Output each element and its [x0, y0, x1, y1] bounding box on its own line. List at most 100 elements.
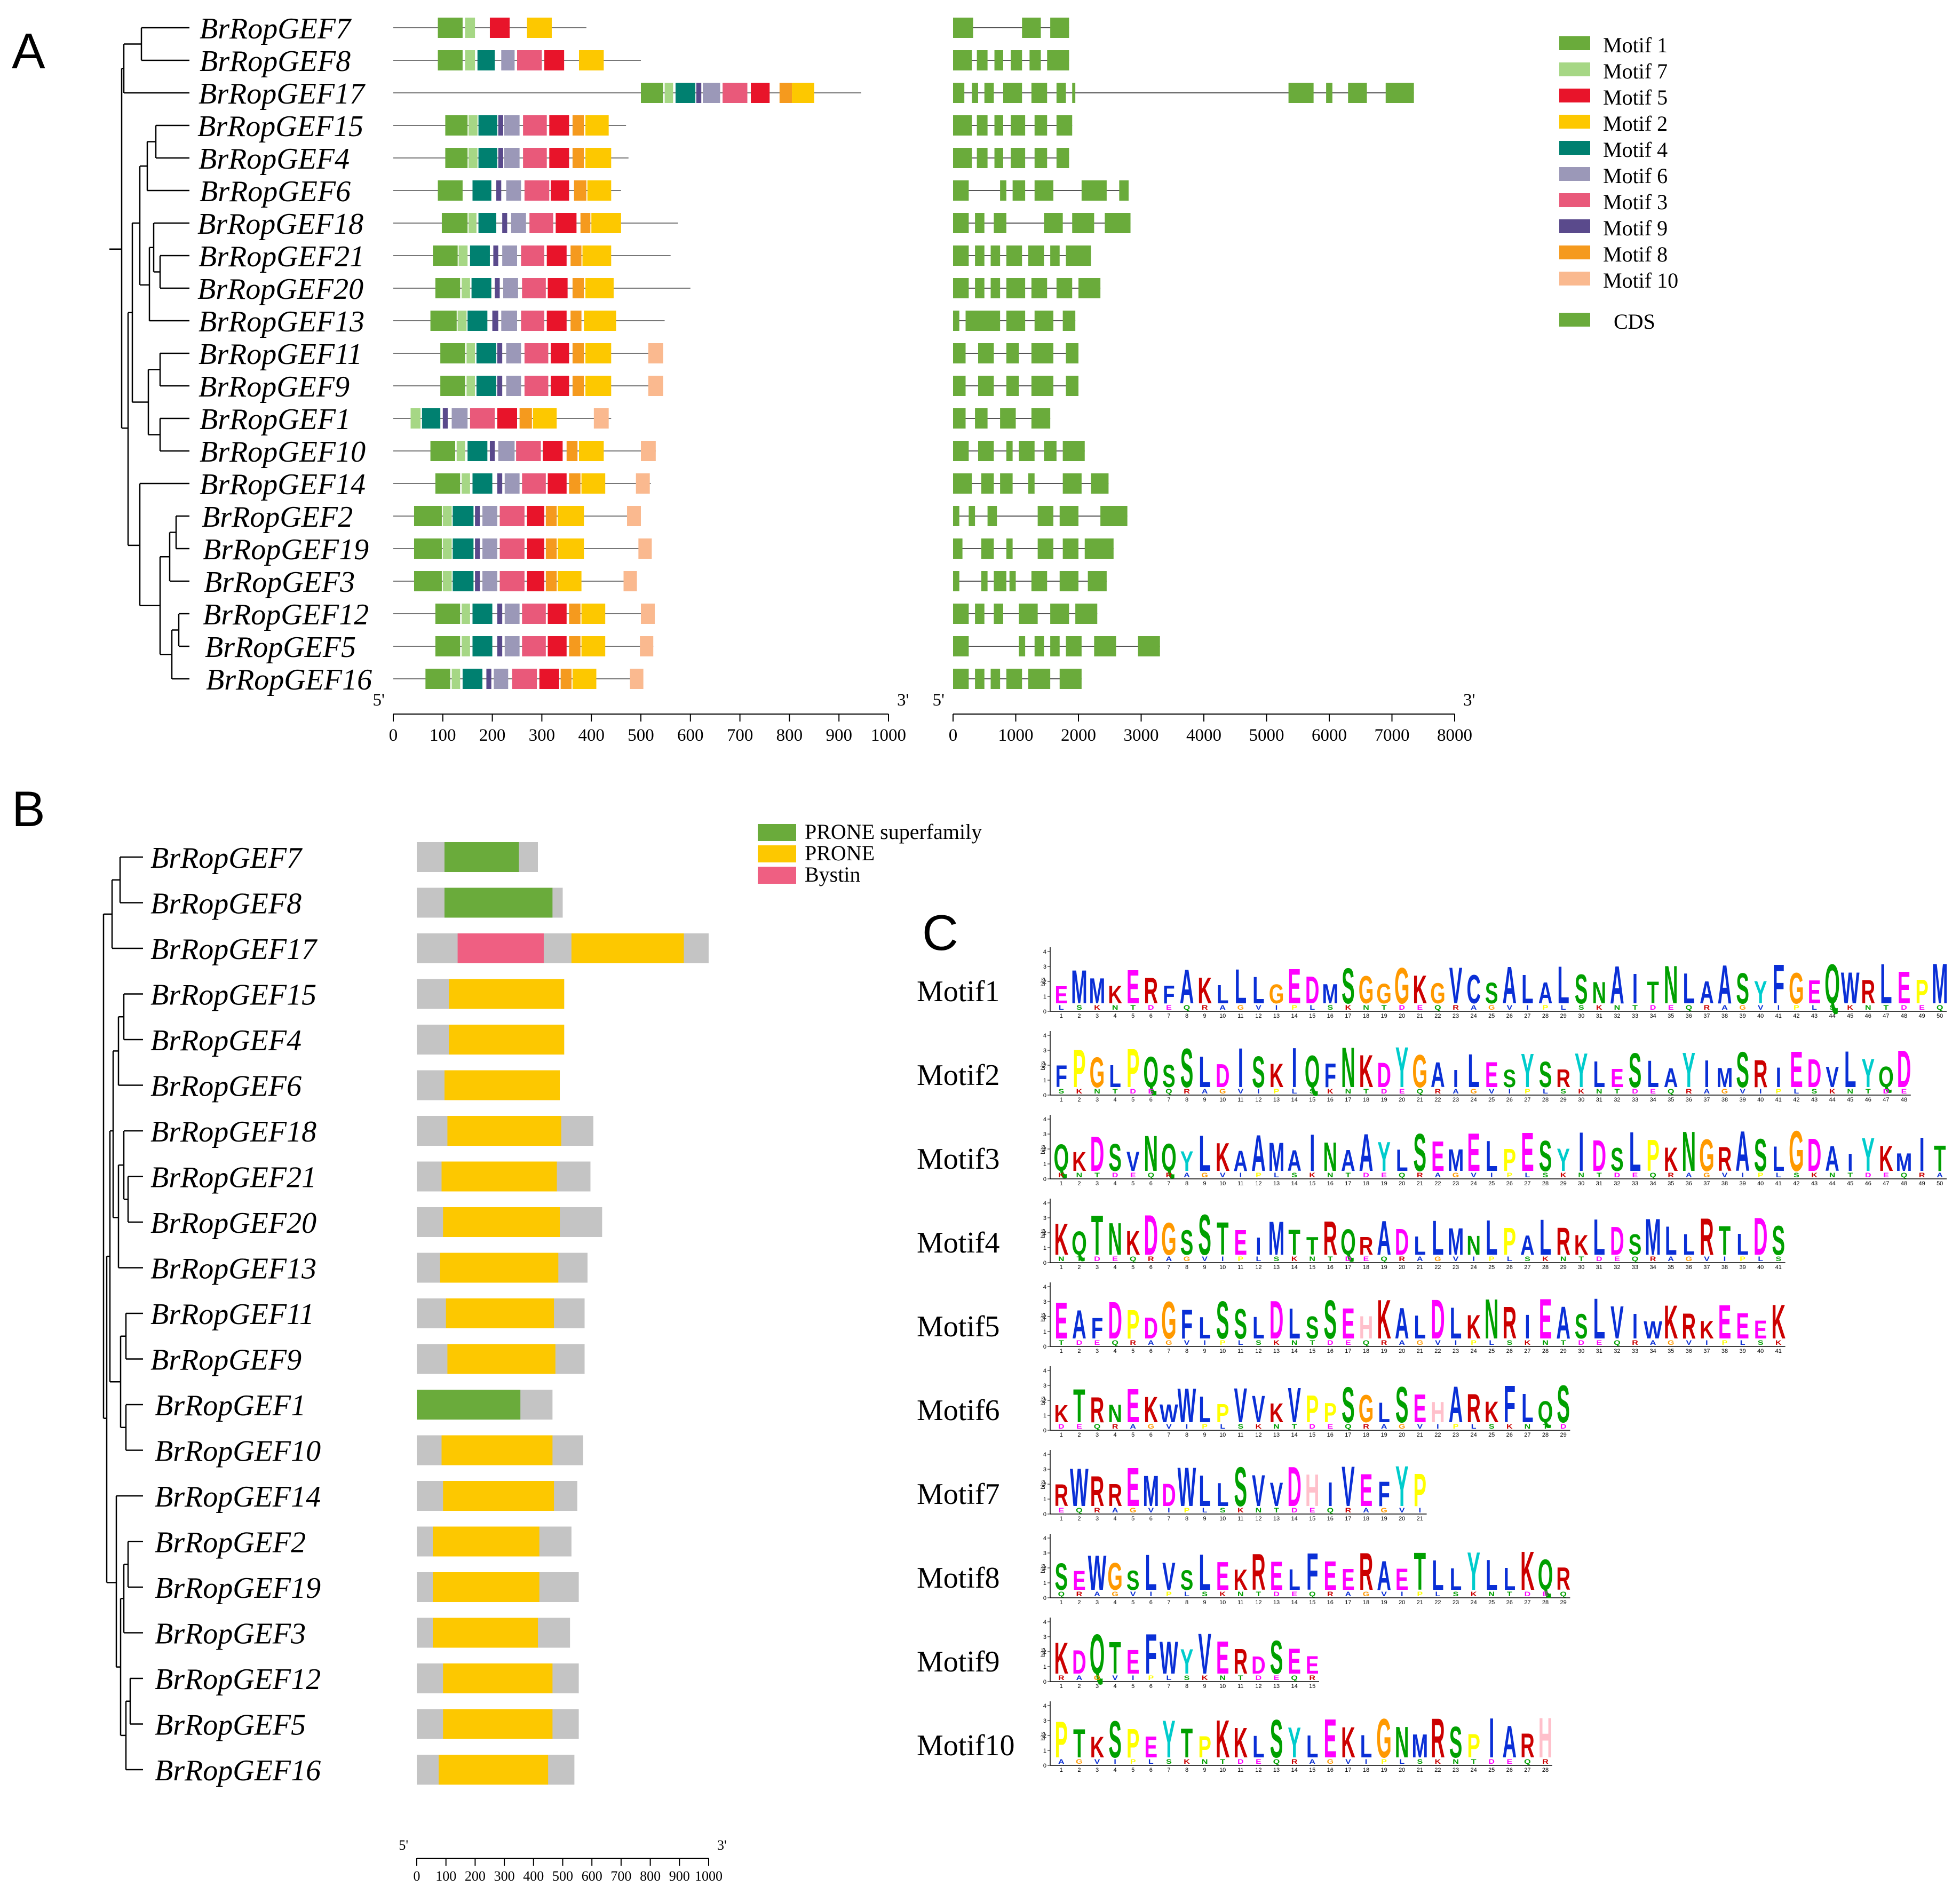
logo-residue: L — [1736, 1228, 1748, 1262]
logo-residue-minor: I — [1455, 1339, 1457, 1346]
motif-box — [524, 343, 549, 363]
logo-position: 1 — [1060, 1013, 1063, 1019]
logo-residue: S — [1108, 1137, 1122, 1180]
logo-residue: Y — [1180, 1145, 1194, 1177]
logo-position: 12 — [1255, 1683, 1261, 1690]
logo-residue-minor: D — [1112, 1171, 1118, 1179]
logo-residue-minor: R — [1668, 1171, 1674, 1179]
cds-box — [1037, 506, 1053, 526]
logo-position: 44 — [1829, 1180, 1835, 1187]
logo-residue: N — [1682, 1120, 1696, 1183]
logo-residue-minor: D — [1237, 1758, 1244, 1765]
logo-residue: E — [1736, 1305, 1749, 1346]
logo-position: 23 — [1453, 1767, 1459, 1773]
logo-residue-minor: N — [1256, 1507, 1262, 1514]
logo-position: 26 — [1506, 1348, 1513, 1354]
domain-track-brropgef9 — [417, 1344, 585, 1374]
cds-box — [1034, 180, 1053, 201]
logo-position: 2 — [1077, 1767, 1081, 1773]
logo-residue: M — [1411, 1727, 1428, 1764]
legend-swatch — [1559, 167, 1590, 181]
logo-residue-minor: E — [1650, 1088, 1656, 1095]
logo-y-tick-label: 4 — [1043, 1116, 1046, 1123]
gene-structure-brropgef1 — [953, 408, 1051, 429]
logo-residue: A — [1072, 1302, 1086, 1347]
logo-residue-minor: S — [1166, 1758, 1172, 1765]
logo-residue: S — [1575, 966, 1588, 1012]
logo-position: 7 — [1167, 1767, 1170, 1773]
logo-residue: P — [1216, 1399, 1229, 1428]
logo-residue-minor: T — [1382, 1004, 1387, 1011]
logo-residue: Y — [1683, 1042, 1696, 1098]
logo-residue-minor: T — [1238, 1674, 1243, 1682]
gene-label-b-brropgef11: BrRopGEF11 — [150, 1298, 314, 1331]
logo-residue-minor: E — [1543, 1590, 1549, 1598]
motif-box — [623, 571, 637, 591]
logo-position: 13 — [1273, 1013, 1280, 1019]
logo-residue: D — [1216, 1057, 1230, 1094]
logo-residue-minor: P — [1740, 1255, 1745, 1263]
logo-position: 33 — [1632, 1348, 1638, 1354]
logo-position: 17 — [1345, 1599, 1351, 1606]
logo-y-tick-label: 1 — [1043, 1413, 1046, 1419]
logo-residue-minor: Q — [1184, 1004, 1190, 1011]
logo-position: 28 — [1542, 1264, 1549, 1271]
cds-box — [1066, 636, 1082, 656]
motif-box — [521, 311, 545, 331]
logo-position: 10 — [1219, 1432, 1226, 1438]
cds-box — [953, 245, 969, 266]
logo-residue: E — [1288, 958, 1301, 1014]
logo-residue-minor: D — [1256, 1674, 1262, 1682]
logo-residue: E — [1414, 1386, 1427, 1431]
logo-residue: H — [1305, 1465, 1320, 1516]
cds-box — [1000, 180, 1006, 201]
logo-residue-minor: Q — [1148, 1171, 1154, 1179]
logo-residue-minor: V — [1130, 1590, 1136, 1598]
logo-position: 7 — [1167, 1180, 1170, 1187]
logo-position: 5 — [1131, 1683, 1134, 1690]
logo-residue: R — [1323, 1211, 1338, 1265]
logo-position: 35 — [1668, 1013, 1674, 1019]
motif-box — [641, 441, 656, 461]
logo-residue: L — [1521, 966, 1533, 1012]
logo-residue-minor: K — [1184, 1758, 1190, 1765]
motif-track-brropgef8 — [393, 50, 641, 70]
logo-y-tick-label: 2 — [1043, 1398, 1046, 1404]
tick-label: 5000 — [1249, 726, 1284, 745]
gene-label-brropgef15: BrRopGEF15 — [197, 110, 363, 143]
logo-residue-minor: D — [1273, 1590, 1280, 1598]
logo-residue: V — [1342, 1454, 1355, 1518]
cds-box — [953, 441, 969, 461]
logo-residue: G — [1090, 1049, 1105, 1097]
logo-residue: S — [1342, 958, 1355, 1015]
logo-position: 14 — [1291, 1432, 1297, 1438]
logo-position: 10 — [1219, 1599, 1226, 1606]
logo-residue-minor: N — [1488, 1590, 1495, 1598]
logo-residue: L — [1540, 1210, 1551, 1266]
motif-box — [451, 669, 461, 689]
logo-residue-minor: T — [1346, 1171, 1351, 1179]
panel-a-gene-structures — [953, 18, 1414, 689]
cds-box — [1000, 408, 1016, 429]
logo-residue-minor: Q — [1291, 1674, 1297, 1682]
gene-structure-brropgef19 — [953, 538, 1114, 559]
logo-position: 34 — [1649, 1264, 1656, 1271]
logo-position: 13 — [1273, 1767, 1280, 1773]
gene-structure-brropgef14 — [953, 473, 1109, 494]
logo-position: 50 — [1937, 1013, 1943, 1019]
logo-residue-minor: G — [1237, 1004, 1244, 1011]
logo-residue: V — [1234, 1378, 1248, 1432]
logo-residue-minor: Q — [1937, 1004, 1943, 1011]
logo-residue-minor: A — [1721, 1004, 1728, 1011]
logo-residue-minor: T — [1130, 1004, 1136, 1011]
logo-residue-minor: L — [1274, 1171, 1279, 1179]
gene-structure-brropgef15 — [953, 115, 1073, 136]
motif-box — [585, 115, 609, 136]
logo-residue: N — [1144, 1126, 1158, 1182]
logo-residue-minor: Q — [1399, 1171, 1405, 1179]
motif-box — [627, 506, 641, 526]
gene-label-b-brropgef12: BrRopGEF12 — [155, 1663, 321, 1696]
logo-residue: Q — [1340, 1222, 1356, 1263]
logo-residue-minor: G — [1327, 1758, 1334, 1765]
